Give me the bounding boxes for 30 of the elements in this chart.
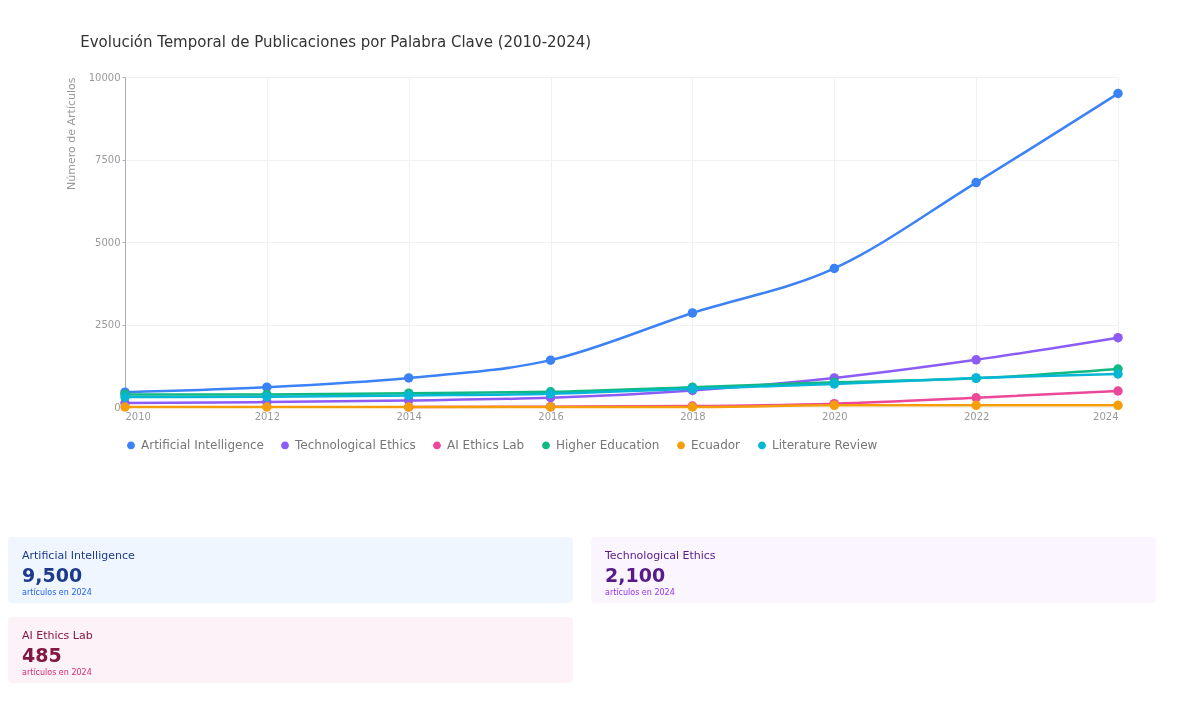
text: Artificial Intelligence [22, 549, 136, 562]
text: 2,100 [605, 564, 667, 586]
x-tick-label: 2012 [254, 410, 281, 422]
x-tick-label: 2016 [538, 410, 564, 422]
y-tick-label: 10000 [88, 71, 121, 83]
text: AI Ethics Lab [22, 629, 94, 642]
text: artículos en 2024 [605, 588, 676, 597]
y-tick-label: 7500 [95, 154, 121, 165]
legend-label: Literature Review [772, 438, 878, 453]
text: 9,500 [22, 564, 84, 586]
x-tick-label: 2020 [822, 410, 848, 422]
legend-label: Ecuador [691, 438, 741, 453]
text: Technological Ethics [605, 549, 717, 562]
y-axis-title: Número de Artículos [64, 77, 78, 190]
legend-label: AI Ethics Lab [447, 438, 525, 453]
y-tick-label: 2500 [95, 319, 121, 330]
legend-label: Higher Education [556, 438, 660, 453]
legend-label: Technological Ethics [294, 438, 416, 453]
text: artículos en 2024 [22, 588, 93, 597]
text: 485 [22, 644, 63, 666]
text: artículos en 2024 [22, 668, 93, 677]
x-tick-label: 2024 [1093, 410, 1119, 422]
y-tick-label: 0 [114, 401, 121, 413]
y-tick-label: 5000 [95, 236, 121, 248]
x-tick-label: 2010 [125, 410, 151, 422]
x-tick-label: 2014 [396, 410, 422, 422]
chart-title: Evolución Temporal de Publicaciones por Palabra Clave (2010-2024) [80, 33, 592, 51]
legend-label: Artificial Intelligence [141, 438, 264, 453]
x-tick-label: 2022 [963, 410, 990, 422]
x-tick-label: 2018 [680, 410, 706, 422]
